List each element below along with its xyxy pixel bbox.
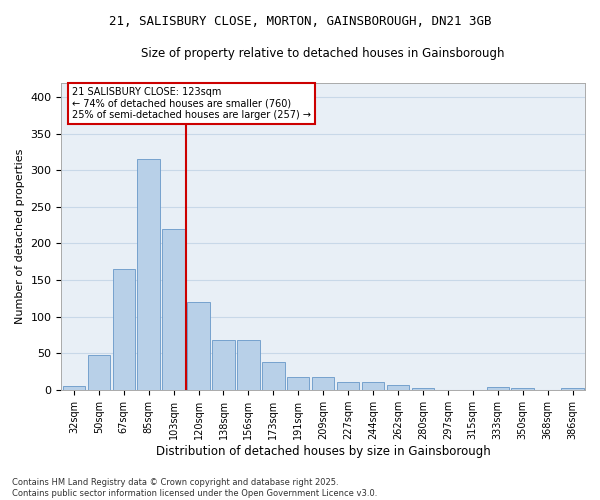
Title: Size of property relative to detached houses in Gainsborough: Size of property relative to detached ho… [142,48,505,60]
Bar [337,382,359,390]
Bar [163,229,185,390]
Bar [262,362,284,390]
Text: 21 SALISBURY CLOSE: 123sqm
← 74% of detached houses are smaller (760)
25% of sem: 21 SALISBURY CLOSE: 123sqm ← 74% of deta… [72,87,311,120]
Bar [312,378,334,390]
Bar [137,160,160,390]
Bar [237,340,260,390]
Bar [88,356,110,390]
Bar [362,382,384,390]
Bar [113,269,135,390]
Text: 21, SALISBURY CLOSE, MORTON, GAINSBOROUGH, DN21 3GB: 21, SALISBURY CLOSE, MORTON, GAINSBOROUG… [109,15,491,28]
Bar [562,388,584,390]
Bar [412,388,434,390]
Bar [387,384,409,390]
Bar [487,387,509,390]
Text: Contains HM Land Registry data © Crown copyright and database right 2025.
Contai: Contains HM Land Registry data © Crown c… [12,478,377,498]
X-axis label: Distribution of detached houses by size in Gainsborough: Distribution of detached houses by size … [156,444,491,458]
Bar [62,386,85,390]
Bar [187,302,210,390]
Bar [287,378,310,390]
Bar [511,388,534,390]
Bar [212,340,235,390]
Y-axis label: Number of detached properties: Number of detached properties [15,148,25,324]
